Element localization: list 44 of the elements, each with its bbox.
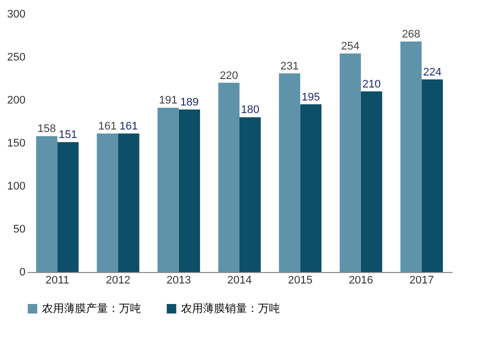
bar bbox=[178, 109, 200, 272]
data-label: 189 bbox=[180, 96, 199, 108]
bar bbox=[118, 134, 140, 272]
x-tick-label: 2013 bbox=[166, 274, 192, 286]
data-label: 231 bbox=[280, 60, 299, 72]
bar bbox=[278, 73, 300, 272]
y-tick-label: 300 bbox=[7, 8, 26, 20]
data-label: 254 bbox=[341, 40, 360, 53]
bar bbox=[360, 91, 382, 272]
y-tick-label: 100 bbox=[7, 180, 26, 192]
data-label: 180 bbox=[240, 104, 260, 116]
bar bbox=[57, 142, 79, 272]
bar bbox=[218, 82, 240, 272]
x-tick-label: 2014 bbox=[227, 274, 252, 286]
data-label: 220 bbox=[220, 70, 238, 82]
x-tick-label: 2012 bbox=[106, 274, 130, 286]
data-label: 151 bbox=[58, 129, 78, 142]
y-tick-label: 200 bbox=[7, 94, 26, 106]
bar bbox=[240, 117, 261, 272]
data-label: 161 bbox=[98, 120, 117, 133]
bar bbox=[36, 136, 58, 272]
data-label: 191 bbox=[158, 94, 178, 107]
bar bbox=[300, 104, 322, 272]
x-tick-label: 2017 bbox=[409, 274, 434, 286]
y-tick-label: 0 bbox=[19, 266, 26, 278]
bar bbox=[422, 79, 443, 272]
y-tick-label: 150 bbox=[7, 138, 26, 150]
x-tick-label: 2015 bbox=[288, 274, 312, 286]
bar bbox=[96, 134, 118, 272]
x-tick-label: 2011 bbox=[46, 274, 70, 286]
data-label: 195 bbox=[302, 91, 320, 104]
legend-label: 农用薄膜销量：万吨 bbox=[181, 302, 280, 315]
data-label: 158 bbox=[38, 123, 56, 136]
legend-label: 农用薄膜产量：万吨 bbox=[42, 302, 141, 315]
data-label: 224 bbox=[423, 66, 442, 78]
y-tick-label: 250 bbox=[7, 52, 26, 64]
x-tick-label: 2016 bbox=[348, 274, 374, 286]
y-tick-label: 50 bbox=[13, 224, 26, 236]
bar bbox=[400, 42, 422, 272]
bar bbox=[158, 108, 179, 272]
data-label: 210 bbox=[362, 78, 381, 90]
data-label: 161 bbox=[120, 120, 138, 133]
bar bbox=[340, 54, 361, 272]
data-label: 268 bbox=[402, 28, 420, 41]
